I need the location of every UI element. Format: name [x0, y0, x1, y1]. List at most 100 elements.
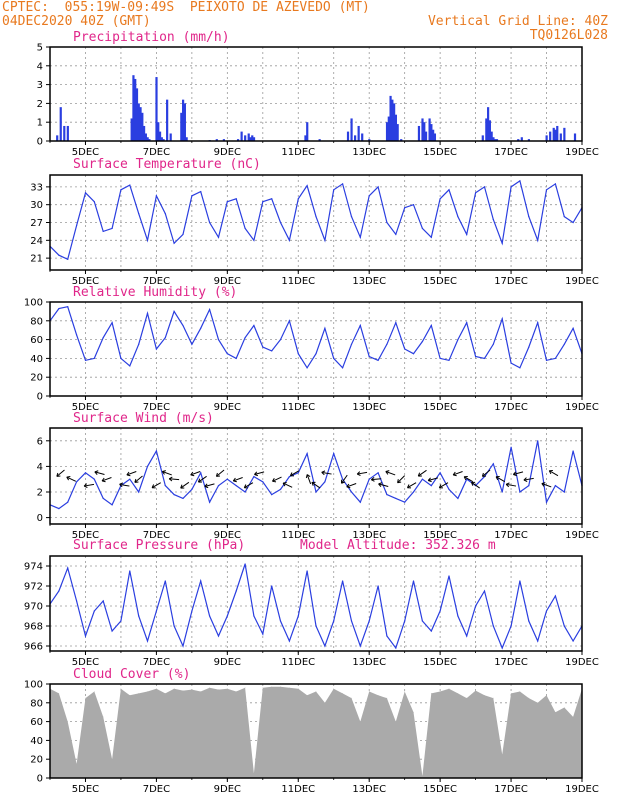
wind-arrow [406, 482, 417, 489]
y-tick-label: 4 [37, 462, 43, 473]
data-point [404, 620, 406, 622]
x-tick-label: 9DEC [214, 402, 241, 413]
x-tick-label: 11DEC [281, 657, 315, 668]
precip-bar [485, 118, 488, 141]
x-tick-label: 15DEC [423, 530, 457, 541]
data-point [279, 620, 282, 622]
precip-bar [318, 139, 321, 141]
precip-bar [361, 133, 364, 141]
data-point [315, 491, 317, 493]
data-point [138, 343, 140, 345]
data-point [528, 216, 530, 218]
header-line-1: CPTEC: 055:19W-09:49S PEIXOTO DE AZEVEDO… [2, 0, 370, 15]
data-point [271, 350, 273, 352]
cloud-point [342, 693, 343, 694]
data-point [483, 357, 486, 359]
data-point [563, 625, 565, 627]
data-point [76, 481, 78, 483]
panel-frame [49, 683, 583, 779]
data-point [412, 353, 415, 355]
data-point [262, 201, 264, 203]
cloud-point [324, 702, 326, 704]
cloud-point [253, 773, 255, 774]
data-point [324, 645, 326, 647]
data-point [554, 357, 557, 359]
wind-arrow [66, 476, 77, 482]
data-point [395, 322, 397, 324]
precip-bar [137, 103, 140, 141]
cloud-cover-area [50, 686, 582, 778]
data-point [448, 488, 450, 490]
data-point [155, 348, 157, 350]
data-point [545, 189, 548, 191]
data-point [377, 472, 379, 474]
x-tick-label: 13DEC [352, 657, 386, 668]
data-point [368, 195, 370, 197]
x-tick-label: 11DEC [281, 530, 315, 541]
precip-bar [549, 131, 552, 141]
wind-arrow [452, 471, 463, 477]
cloud-point [147, 691, 148, 692]
data-point [306, 570, 308, 572]
header-start-time: 04DEC2020 40Z (GMT) [2, 14, 151, 29]
data-point [235, 485, 237, 487]
y-tick-label: 5 [37, 43, 43, 54]
wind-arrow [134, 475, 143, 483]
data-point [350, 343, 353, 345]
data-point [510, 362, 512, 364]
x-tick-label: 7DEC [143, 276, 170, 287]
data-point [244, 337, 246, 339]
data-point [146, 312, 149, 314]
x-tick-label: 19DEC [565, 402, 599, 413]
x-tick-label: 17DEC [494, 147, 528, 158]
precip-bar [385, 122, 389, 141]
y-tick-label: 0 [37, 513, 43, 524]
x-tick-label: 5DEC [72, 530, 99, 541]
data-point [430, 630, 432, 632]
wind-arrow [346, 483, 357, 489]
data-point [173, 310, 175, 312]
data-point [217, 635, 220, 637]
cloud-point [555, 711, 556, 713]
x-tick-label: 9DEC [214, 530, 241, 541]
data-point [93, 610, 95, 612]
data-point [191, 488, 193, 490]
wind-arrow [512, 471, 524, 477]
precip-bar [346, 131, 350, 141]
data-point [572, 221, 574, 224]
cloud-point [457, 693, 459, 694]
x-tick-label: 7DEC [143, 402, 170, 413]
data-point [492, 343, 494, 345]
data-point [102, 230, 104, 232]
data-point [279, 488, 282, 490]
data-point [368, 478, 370, 480]
data-point [209, 308, 211, 311]
data-point [84, 472, 87, 474]
wind-arrow [417, 469, 427, 477]
panel-title: Precipitation (mm/h) [73, 30, 230, 45]
panel-1: 0 1 2 3 4 5 5DEC 7DEC 9DEC 11DEC 13DEC 15DEC 17DEC 19… [37, 30, 599, 158]
y-tick-label: 20 [30, 373, 43, 384]
precip-bar [132, 75, 135, 141]
precip-bar [148, 139, 151, 141]
cloud-point [564, 707, 565, 708]
data-point [226, 478, 228, 480]
data-point [84, 192, 87, 194]
precip-bar [421, 118, 424, 141]
x-tick-label: 11DEC [281, 784, 315, 795]
cloud-point [262, 687, 264, 689]
precip-bar [556, 125, 559, 141]
data-point [537, 239, 539, 241]
data-point [58, 308, 60, 310]
data-point [155, 195, 157, 197]
data-point [386, 221, 388, 224]
precip-bar [240, 131, 243, 141]
data-point [111, 322, 113, 324]
data-point [146, 239, 149, 241]
data-point [510, 186, 512, 188]
data-point [510, 446, 512, 448]
data-point [342, 478, 344, 480]
x-tick-label: 5DEC [72, 147, 99, 158]
data-point [572, 640, 574, 642]
